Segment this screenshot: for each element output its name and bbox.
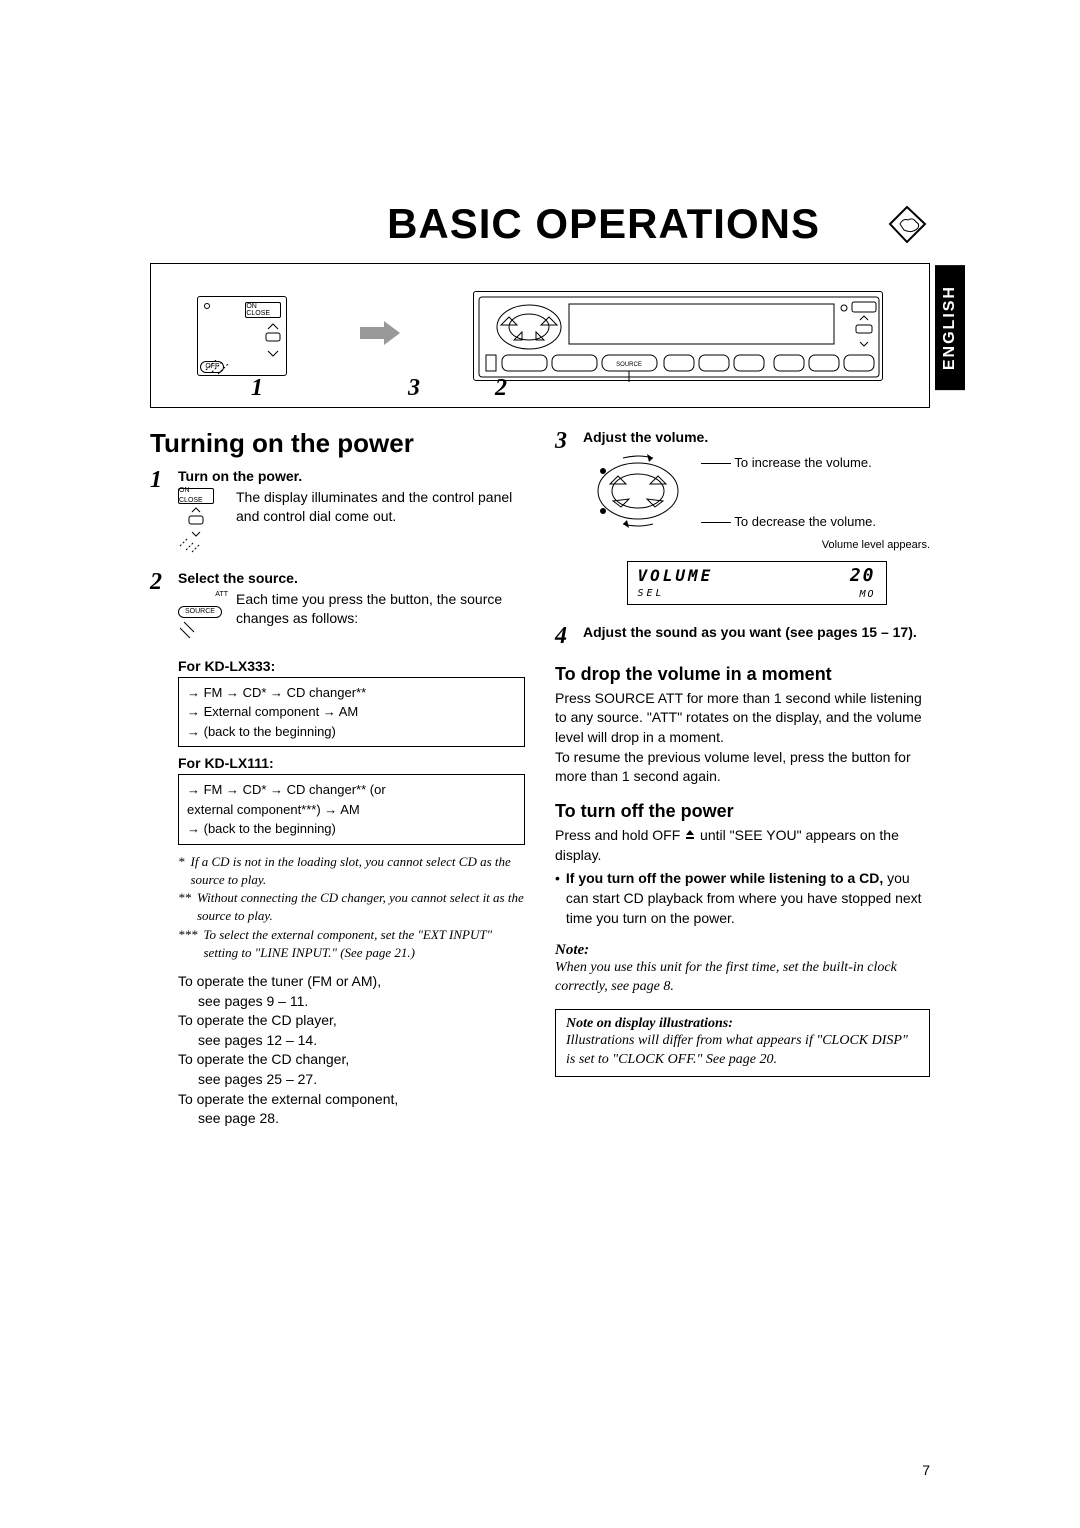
- operate-list: To operate the tuner (FM or AM), see pag…: [178, 972, 525, 1129]
- step-label-3: 3: [408, 375, 420, 402]
- step-3-head: Adjust the volume.: [583, 428, 930, 447]
- eject-icon: [684, 826, 696, 846]
- step-4-head: Adjust the sound as you want (see pages …: [583, 623, 930, 642]
- title-row: BASIC OPERATIONS: [150, 200, 930, 248]
- note-body: When you use this unit for the first tim…: [555, 959, 930, 997]
- drop-body1: Press SOURCE ATT for more than 1 second …: [555, 689, 930, 748]
- content-columns: Turning on the power 1 Turn on the power…: [150, 428, 930, 1129]
- arrow-icon: [360, 319, 400, 353]
- volume-dial-icon: [583, 449, 693, 534]
- model2-box: → FM → CD* → CD changer** (or external c…: [178, 774, 525, 845]
- model-sequences: For KD-LX333: → FM → CD* → CD changer** …: [178, 658, 525, 1129]
- note-label: Note:: [555, 942, 930, 959]
- top-diagram: ON CLOSE OFF: [150, 263, 930, 408]
- step-2-body: Each time you press the button, the sour…: [236, 590, 525, 628]
- page-title: BASIC OPERATIONS: [387, 200, 820, 248]
- right-column: 3 Adjust the volume.: [555, 428, 930, 1129]
- step-3: 3 Adjust the volume.: [555, 428, 930, 605]
- model1-label: For KD-LX333:: [178, 658, 525, 674]
- step-num-2: 2: [150, 569, 170, 648]
- note-box-body: Illustrations will differ from what appe…: [566, 1032, 919, 1070]
- language-tab: ENGLISH: [935, 265, 965, 390]
- volume-dial-row: To increase the volume. To decrease the …: [583, 449, 930, 534]
- decrease-label: To decrease the volume.: [734, 514, 876, 529]
- off-body: Press and hold OFF until "SEE YOU" appea…: [555, 826, 930, 866]
- step-num-3: 3: [555, 428, 575, 605]
- chevron-buttons: [265, 321, 281, 366]
- step-4: 4 Adjust the sound as you want (see page…: [555, 623, 930, 650]
- step-1-head: Turn on the power.: [178, 467, 525, 486]
- off-bullet: • If you turn off the power while listen…: [555, 869, 930, 928]
- hand-icon: [885, 202, 930, 247]
- step-label-2: 2: [495, 375, 507, 402]
- on-close-button: ON CLOSE: [245, 302, 281, 318]
- model1-box: → FM → CD* → CD changer** → External com…: [178, 677, 525, 748]
- model2-label: For KD-LX111:: [178, 755, 525, 771]
- volume-level-label: Volume level appears.: [583, 538, 930, 553]
- drop-title: To drop the volume in a moment: [555, 664, 930, 685]
- note-box: Note on display illustrations: Illustrat…: [555, 1009, 930, 1077]
- footnote-3: *** To select the external component, se…: [178, 926, 525, 962]
- left-column: Turning on the power 1 Turn on the power…: [150, 428, 525, 1129]
- off-title: To turn off the power: [555, 801, 930, 822]
- section-title: Turning on the power: [150, 428, 525, 459]
- step-2: 2 Select the source. ATT SOURCE Each tim…: [150, 569, 525, 648]
- svg-text:SOURCE: SOURCE: [616, 362, 642, 368]
- step-2-head: Select the source.: [178, 569, 525, 588]
- step-1-body: The display illuminates and the control …: [236, 488, 525, 526]
- step-label-1: 1: [251, 375, 263, 402]
- panel-closed: ON CLOSE OFF: [197, 296, 287, 376]
- step-num-4: 4: [555, 623, 575, 650]
- step-labels: 1 3 2: [151, 375, 929, 402]
- increase-label: To increase the volume.: [734, 455, 871, 470]
- step-num-1: 1: [150, 467, 170, 559]
- source-button-diagram: ATT SOURCE: [178, 590, 228, 648]
- on-button-diagram: ON CLOSE: [178, 488, 228, 559]
- panel-open: SOURCE: [473, 291, 883, 381]
- footnote-1: * If a CD is not in the loading slot, yo…: [178, 853, 525, 889]
- volume-display: VOLUME SEL 20 MO: [627, 561, 887, 605]
- step-1: 1 Turn on the power. ON CLOSE: [150, 467, 525, 559]
- footnote-2: ** Without connecting the CD changer, yo…: [178, 889, 525, 925]
- drop-body2: To resume the previous volume level, pre…: [555, 748, 930, 787]
- off-button: OFF: [200, 361, 224, 373]
- note-box-title: Note on display illustrations:: [566, 1016, 919, 1032]
- page-number: 7: [922, 1462, 930, 1478]
